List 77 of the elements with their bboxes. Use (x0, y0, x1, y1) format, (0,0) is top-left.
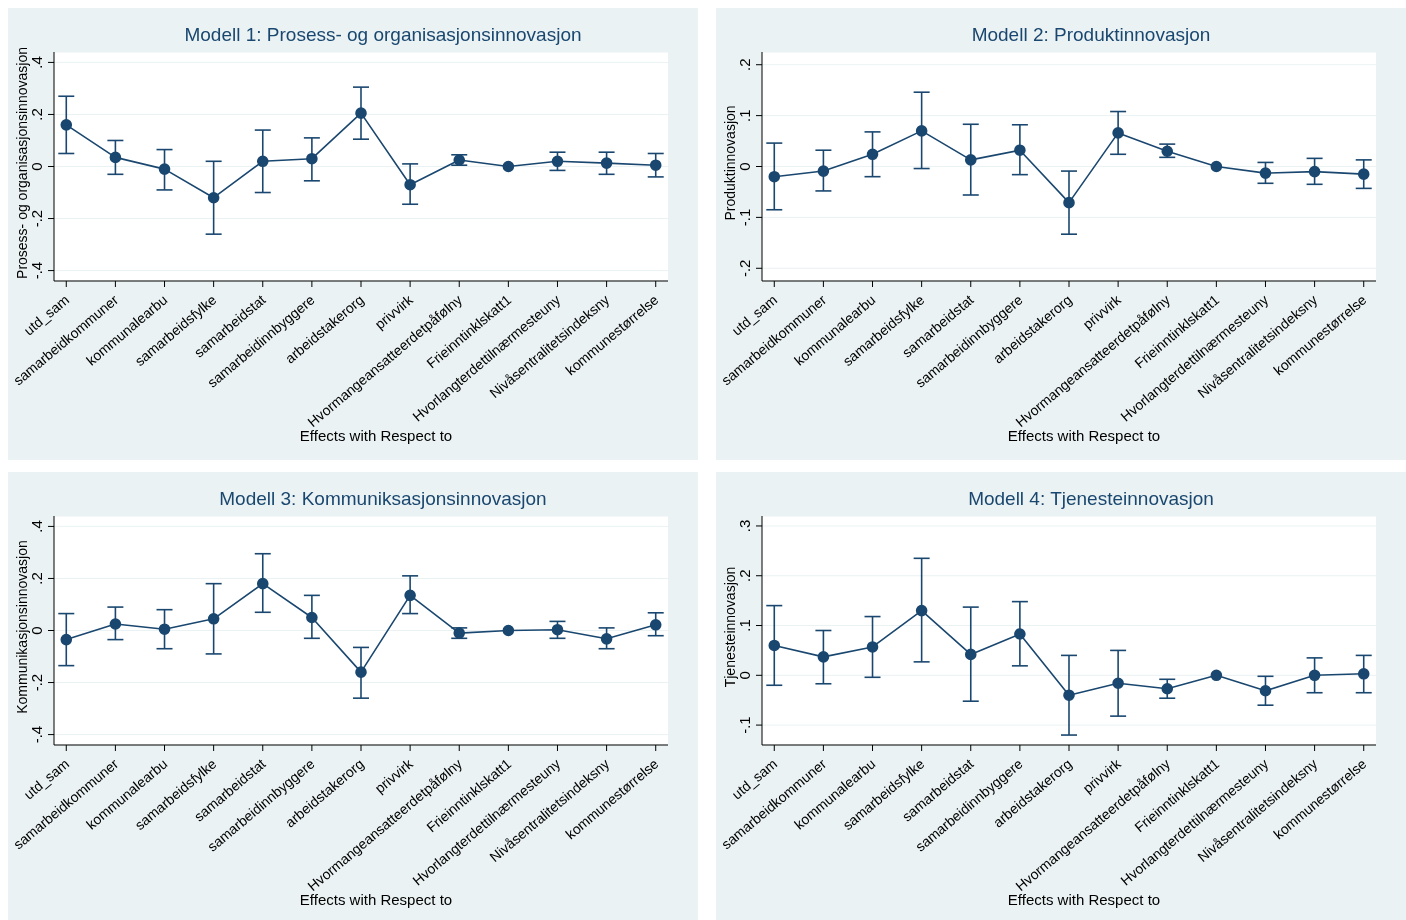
y-axis-title: Produktinnovasjon (722, 105, 738, 221)
point (1014, 144, 1026, 157)
point (817, 165, 830, 177)
y-axis-title: Prosess- og organisasjonsinnovasjon (14, 47, 31, 279)
point (158, 163, 171, 175)
point (551, 623, 564, 636)
y-axis-title: Kommunikasjonsinnovasjon (14, 540, 31, 714)
point (1357, 168, 1370, 180)
point (306, 152, 318, 165)
point (964, 154, 977, 166)
point (1063, 689, 1075, 702)
point (60, 633, 73, 646)
point (866, 148, 879, 161)
y-tick-label: .3 (736, 519, 753, 533)
point (256, 155, 269, 168)
point (109, 618, 122, 630)
point (502, 160, 515, 173)
point (306, 611, 318, 624)
y-tick-label: -.4 (28, 261, 45, 280)
point (502, 624, 515, 637)
point (817, 651, 830, 663)
y-tick-label: .1 (736, 109, 753, 122)
y-tick-label: 0 (28, 162, 45, 171)
y-tick-label: .2 (28, 572, 45, 585)
x-axis-title: Effects with Respect to (1006, 891, 1162, 908)
y-tick-label: -.4 (28, 725, 45, 744)
point (1259, 167, 1272, 179)
point (1308, 669, 1321, 682)
y-tick-label: .2 (736, 569, 753, 582)
y-tick-label: .2 (28, 108, 45, 121)
point (109, 151, 122, 164)
y-tick-label: .2 (736, 58, 753, 71)
point (404, 178, 416, 191)
chart-title: Modell 4: Tjenesteinnovasjon (967, 487, 1215, 510)
point (1308, 165, 1321, 178)
point (600, 157, 613, 169)
point (207, 191, 220, 204)
point (866, 641, 879, 653)
point (551, 155, 564, 168)
point (964, 648, 977, 661)
y-tick-label: -.2 (28, 673, 45, 692)
point (256, 577, 269, 590)
y-tick-label: -.2 (736, 259, 753, 278)
point (915, 604, 928, 617)
point (600, 633, 613, 645)
chart-title: Modell 3: Kommuniksasjonsinnovasjon (218, 487, 548, 510)
point (768, 639, 781, 652)
x-axis-title: Effects with Respect to (298, 891, 454, 908)
point (1357, 668, 1370, 680)
point (404, 589, 416, 602)
y-tick-label: .1 (736, 619, 753, 632)
point (1259, 684, 1272, 697)
x-axis-title: Effects with Respect to (298, 427, 454, 444)
chart-title: Modell 2: Produktinnovasjon (970, 23, 1212, 46)
point (207, 612, 220, 625)
y-tick-label: -.1 (736, 716, 753, 734)
y-tick-label: .4 (28, 520, 45, 533)
point (355, 107, 367, 119)
point (1063, 196, 1075, 209)
point (1161, 682, 1174, 695)
y-tick-label: 0 (736, 162, 753, 171)
point (649, 618, 662, 631)
y-axis-title: Tjenesteinnovasjon (722, 566, 739, 688)
point (1210, 669, 1223, 682)
point (1112, 677, 1124, 690)
point (60, 119, 73, 131)
point (649, 159, 662, 171)
point (355, 666, 367, 678)
chart-title: Modell 1: Prosess- og organisasjonsinnovasjon (183, 23, 583, 46)
point (158, 623, 171, 635)
point (1014, 628, 1026, 640)
y-tick-label: -.1 (736, 208, 753, 227)
point (1210, 160, 1223, 173)
point (768, 170, 781, 183)
point (915, 125, 928, 137)
point (1112, 127, 1124, 139)
x-axis-title: Effects with Respect to (1006, 427, 1162, 444)
